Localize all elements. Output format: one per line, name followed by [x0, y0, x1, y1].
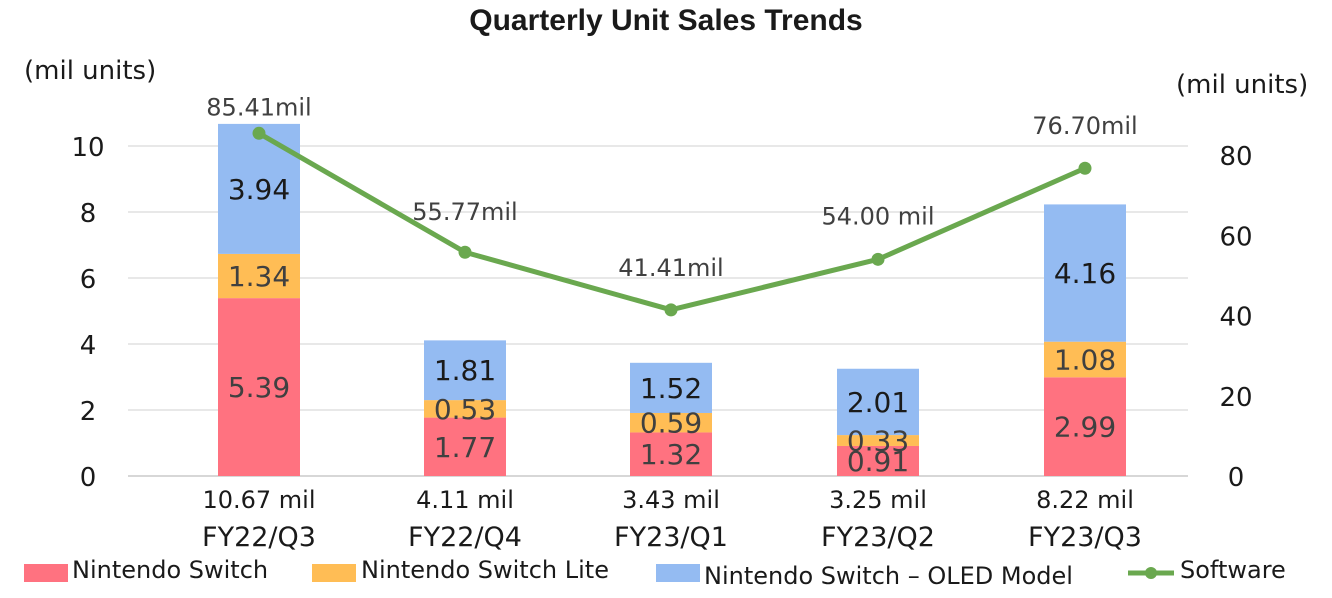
y-right-tick-80: 80 — [1219, 142, 1252, 172]
bar-label-switch-lite-fy23-q3: 1.08 — [1054, 344, 1116, 377]
bar-label-switch-fy22-q4: 1.77 — [434, 431, 496, 464]
bar-label-switch-fy23-q2: 0.91 — [847, 445, 909, 478]
legend-label-switch-lite: Nintendo Switch Lite — [361, 556, 609, 584]
software-point-fy23-q3 — [1078, 161, 1092, 175]
legend-label-software: Software — [1180, 556, 1286, 584]
bar-switch-lite-fy23-q1 — [630, 412, 712, 433]
bar-label-switch-fy22-q3: 5.39 — [228, 371, 290, 404]
total-label-fy23-q2: 3.25 mil — [829, 486, 927, 514]
y-left-tick-4: 4 — [80, 331, 97, 361]
bar-label-switch-lite-fy22-q3: 1.34 — [228, 260, 290, 293]
y-right-tick-40: 40 — [1219, 303, 1252, 333]
y-right-tick-0: 0 — [1228, 463, 1245, 493]
bar-label-switch-fy23-q3: 2.99 — [1054, 411, 1116, 444]
left-axis-unit-label: (mil units) — [24, 56, 157, 86]
x-tick-fy23-q1: FY23/Q1 — [614, 522, 728, 553]
software-label-fy23-q2: 54.00 mil — [821, 202, 934, 230]
total-label-fy23-q1: 3.43 mil — [622, 486, 720, 514]
bar-label-oled-fy23-q2: 2.01 — [847, 386, 909, 419]
bar-oled-fy23-q1 — [630, 362, 712, 413]
legend-swatch-switch-lite — [312, 564, 356, 582]
x-tick-fy23-q3: FY23/Q3 — [1028, 522, 1142, 553]
total-label-fy22-q4: 4.11 mil — [416, 486, 514, 514]
software-line — [257, 131, 1087, 313]
total-label-fy22-q3: 10.67 mil — [202, 486, 315, 514]
bar-switch-fy22-q3 — [218, 298, 300, 476]
software-label-fy23-q1: 41.41mil — [618, 254, 723, 282]
software-label-fy23-q3: 76.70mil — [1032, 112, 1137, 140]
software-point-fy23-q1 — [664, 303, 678, 317]
chart-legend: Nintendo Switch Nintendo Switch Lite Nin… — [0, 556, 1332, 592]
bar-oled-fy23-q3 — [1044, 204, 1126, 342]
chart-title: Quarterly Unit Sales Trends — [469, 4, 863, 37]
y-left-tick-10: 10 — [71, 133, 104, 163]
bar-switch-fy23-q3 — [1044, 377, 1126, 476]
bar-switch-fy23-q2 — [837, 445, 919, 476]
right-axis-unit-label: (mil units) — [1176, 70, 1309, 100]
y-left-tick-2: 2 — [80, 397, 97, 427]
x-tick-fy23-q2: FY23/Q2 — [821, 522, 935, 553]
y-left-tick-0: 0 — [80, 463, 97, 493]
legend-label-oled: Nintendo Switch – OLED Model — [704, 562, 1073, 590]
bar-label-switch-lite-fy23-q1: 0.59 — [640, 407, 702, 440]
bar-oled-fy22-q3 — [218, 123, 300, 254]
bar-label-switch-lite-fy22-q4: 0.53 — [434, 393, 496, 426]
bar-switch-lite-fy23-q2 — [837, 435, 919, 446]
legend-swatch-switch — [24, 564, 68, 582]
y-left-tick-6: 6 — [80, 265, 97, 295]
legend-label-switch: Nintendo Switch — [72, 556, 269, 584]
bar-label-switch-fy23-q1: 1.32 — [640, 438, 702, 471]
legend-swatch-oled — [656, 564, 700, 582]
y-right-tick-60: 60 — [1219, 222, 1252, 252]
bar-oled-fy23-q2 — [837, 368, 919, 436]
bar-switch-lite-fy23-q3 — [1044, 341, 1126, 378]
software-point-fy22-q4 — [458, 245, 472, 259]
bar-switch-fy22-q4 — [424, 417, 506, 476]
bar-label-oled-fy23-q3: 4.16 — [1054, 257, 1116, 290]
bar-switch-lite-fy22-q3 — [218, 253, 300, 299]
bar-switch-lite-fy22-q4 — [424, 400, 506, 418]
legend-swatch-software — [1128, 567, 1174, 579]
software-label-fy22-q4: 55.77mil — [412, 198, 517, 226]
software-label-fy22-q3: 85.41mil — [206, 93, 311, 121]
y-right-tick-20: 20 — [1219, 383, 1252, 413]
software-point-fy22-q3 — [252, 126, 266, 140]
bar-switch-fy23-q1 — [630, 432, 712, 476]
x-tick-fy22-q4: FY22/Q4 — [408, 522, 522, 553]
x-tick-fy22-q3: FY22/Q3 — [202, 522, 316, 553]
y-left-tick-8: 8 — [80, 199, 97, 229]
bar-label-oled-fy22-q4: 1.81 — [434, 354, 496, 387]
software-point-fy23-q2 — [871, 252, 885, 266]
bar-label-oled-fy23-q1: 1.52 — [640, 372, 702, 405]
bar-label-switch-lite-fy23-q2: 0.33 — [847, 425, 909, 458]
bar-label-oled-fy22-q3: 3.94 — [228, 173, 290, 206]
bar-oled-fy22-q4 — [424, 340, 506, 401]
total-label-fy23-q3: 8.22 mil — [1036, 486, 1134, 514]
